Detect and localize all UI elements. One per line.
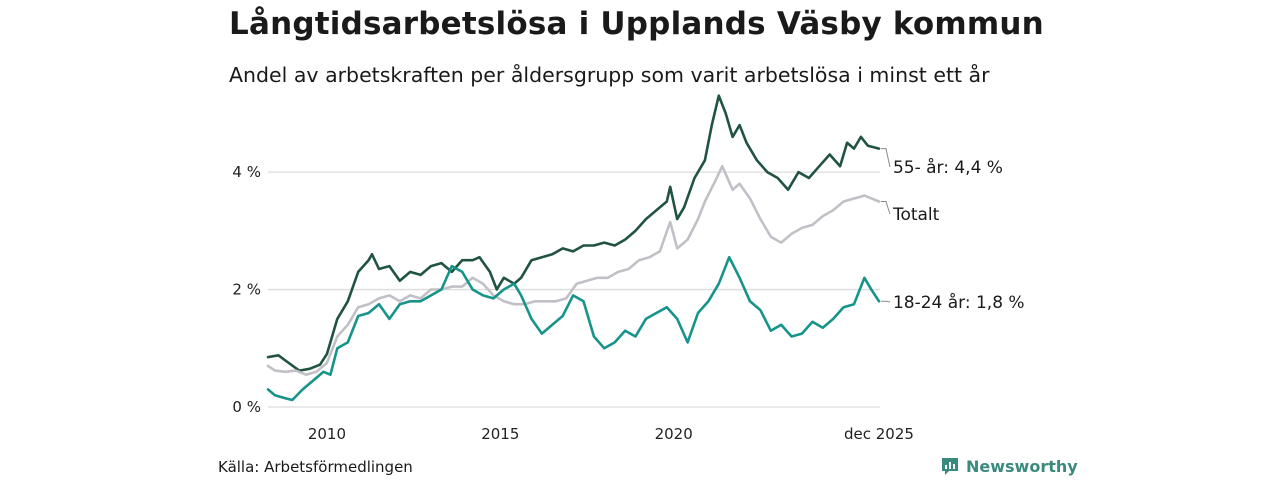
brand-name: Newsworthy [966, 456, 1078, 476]
newsworthy-logo-icon [942, 458, 958, 475]
x-tick-label: 2020 [655, 425, 693, 443]
end-label-connector [880, 148, 891, 168]
x-tick-label: 2010 [308, 425, 346, 443]
y-tick-label: 2 % [232, 281, 261, 299]
brand[interactable]: Newsworthy [940, 456, 1078, 476]
chart-title: Långtidsarbetslösa i Upplands Väsby komm… [229, 6, 1044, 42]
end-label-connector [880, 300, 891, 303]
x-tick-label: 2015 [481, 425, 519, 443]
y-tick-label: 0 % [232, 398, 261, 416]
x-axis-ticks: 2010 2015 2020 dec 2025 [308, 425, 914, 443]
series-line-1 [266, 164, 881, 376]
series-line-2 [266, 255, 881, 402]
end-label: 55- år: 4,4 % [893, 157, 1003, 178]
source-note: Källa: Arbetsförmedlingen [218, 458, 413, 476]
series-line-0 [266, 94, 881, 372]
end-label: Totalt [892, 205, 940, 225]
end-labels: 55- år: 4,4 % Totalt 18-24 år: 1,8 % [880, 148, 1025, 313]
series-lines [266, 94, 881, 402]
chart-subtitle: Andel av arbetskraften per åldersgrupp s… [229, 63, 990, 87]
end-label-connector [880, 200, 891, 215]
end-label: 18-24 år: 1,8 % [893, 292, 1025, 313]
y-axis-ticks: 0 % 2 % 4 % [232, 163, 261, 416]
x-tick-label: dec 2025 [844, 425, 914, 443]
y-tick-label: 4 % [232, 163, 261, 181]
